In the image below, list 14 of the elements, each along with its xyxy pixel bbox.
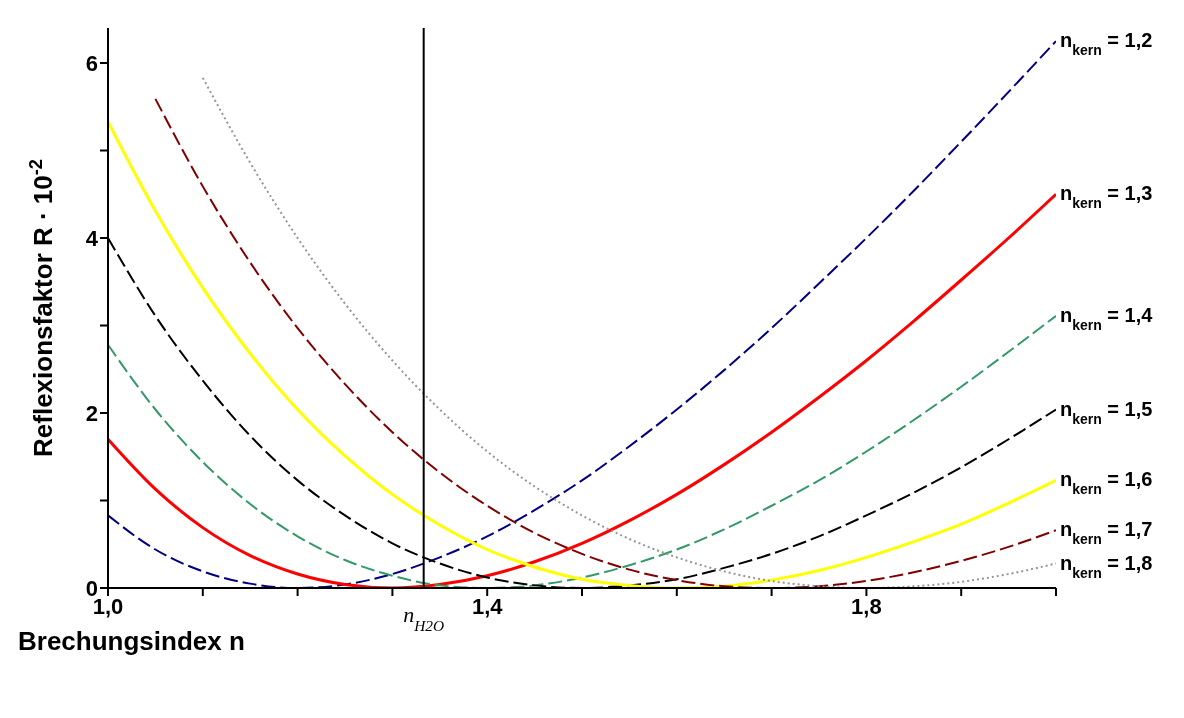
x-tick-label: 1,4 [471, 593, 504, 619]
series-label: n$_{kern}$= 1,7 [1060, 518, 1153, 548]
x-axis-title: Brechungsindex n [18, 626, 245, 656]
y-tick-label: 4 [85, 225, 99, 251]
series-label: n$_{kern}$= 1,4 [1060, 303, 1154, 333]
x-tick-label: 1,8 [851, 593, 882, 619]
y-tick-label: 2 [85, 400, 98, 426]
ref-line-label: n$_{H2O}$ [403, 602, 445, 634]
series-label: n$_{kern}$= 1,8 [1060, 551, 1153, 581]
series-label: n$_{kern}$= 1,6 [1060, 468, 1153, 498]
series-label: n$_{kern}$= 1,5 [1060, 397, 1153, 427]
series-label: n$_{kern}$= 1,3 [1060, 182, 1153, 212]
series-label: n$_{kern}$= 1,2 [1060, 29, 1153, 59]
y-tick-label: 6 [85, 50, 98, 76]
